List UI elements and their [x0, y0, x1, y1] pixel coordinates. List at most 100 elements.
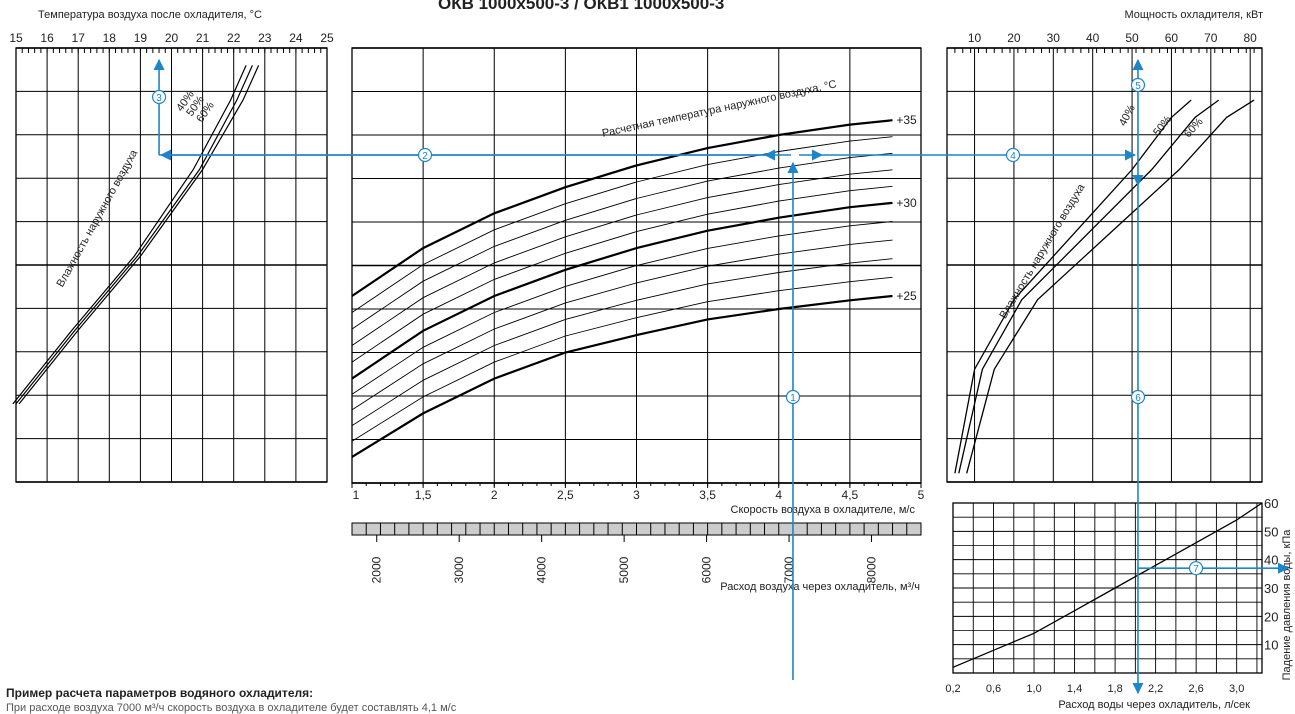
temperature-tick-label: 21	[196, 31, 210, 45]
example-text: При расходе воздуха 7000 м³/ч скорость в…	[6, 702, 457, 714]
temperature-tick-label: 15	[9, 31, 23, 45]
pressure-tick-label: 10	[1264, 638, 1278, 653]
water-flow-tick-label: 2,2	[1148, 683, 1163, 695]
airflow-tick-label: 7000	[782, 556, 796, 583]
curve-label-+25: +25	[896, 289, 917, 303]
temperature-tick-label: 22	[227, 31, 241, 45]
temperature-curve	[351, 239, 893, 411]
temperature-curve	[351, 258, 893, 426]
curve-label-+35: +35	[896, 113, 917, 127]
power-humidity-curve-40%	[954, 99, 1192, 474]
step-marker-label: 1	[790, 393, 796, 404]
velocity-tick-label: 3,5	[699, 488, 716, 502]
velocity-tick-label: 3	[633, 488, 640, 502]
temperature-curve-+25	[351, 294, 893, 458]
water-flow-tick-label: 3,0	[1229, 683, 1244, 695]
temperature-curve-+30	[351, 201, 893, 380]
step-marker-label: 6	[1135, 393, 1141, 404]
step-marker-5	[1130, 77, 1146, 93]
temperature-tick-label: 18	[103, 31, 117, 45]
pressure-frame	[952, 502, 1263, 674]
water-flow-tick-label: 1,4	[1067, 683, 1082, 695]
power-tick-label: 30	[1047, 31, 1061, 45]
temperature-curve	[351, 169, 893, 346]
humidity-curve-60%	[12, 65, 247, 405]
airflow-axis-label: Расход воздуха через охладитель, м³/ч	[720, 581, 920, 593]
power-humidity-label-60: 60%	[1182, 116, 1206, 141]
velocity-tick-label: 1	[353, 488, 360, 502]
temperature-tick-label: 19	[134, 31, 148, 45]
step-marker-label: 7	[1193, 564, 1199, 575]
airflow-tick-label: 2000	[370, 556, 384, 583]
water-flow-tick-label: 1,8	[1107, 683, 1122, 695]
velocity-axis-label: Скорость воздуха в охладителе, м/с	[731, 504, 916, 516]
temperature-tick-label: 20	[165, 31, 179, 45]
temperature-frame	[15, 47, 328, 483]
pressure-tick-label: 30	[1264, 581, 1278, 596]
temperature-tick-label: 17	[72, 31, 86, 45]
power-humidity-label-40: 40%	[1117, 103, 1138, 128]
temperature-tick-label: 25	[320, 31, 334, 45]
step-marker-label: 5	[1135, 81, 1141, 92]
humidity-curve-40%	[18, 65, 260, 405]
pressure-curve	[952, 502, 1263, 668]
step-marker-7	[1188, 561, 1204, 576]
temperature-tick-label: 23	[258, 31, 272, 45]
power-tick-label: 40	[1086, 31, 1100, 45]
velocity-tick-label: 2,5	[557, 488, 574, 502]
power-tick-label: 20	[1007, 31, 1021, 45]
temperature-curve	[351, 136, 893, 313]
airflow-tick-label: 8000	[865, 556, 879, 583]
power-axis-label: Мощность охладителя, кВт	[1124, 9, 1263, 21]
power-tick-label: 70	[1204, 31, 1218, 45]
step-marker-2	[417, 147, 433, 163]
power-tick-label: 50	[1125, 31, 1139, 45]
curve-label-+30: +30	[896, 196, 917, 210]
step-marker-6	[1130, 389, 1146, 405]
airflow-tick-label: 6000	[700, 556, 714, 583]
temperature-axis-label: Температура воздуха после охладителя, °С	[38, 9, 262, 21]
airflow-tick-label: 5000	[617, 556, 631, 583]
temperature-tick-label: 16	[40, 31, 54, 45]
power-tick-label: 60	[1165, 31, 1179, 45]
water-flow-tick-label: 1,0	[1026, 683, 1041, 695]
chart-title: ОКВ 1000x500-3 / ОКВ1 1000x500-3	[438, 0, 725, 13]
humidity-curve-50%	[15, 65, 253, 405]
temperature-curve-+35	[351, 119, 893, 297]
power-humidity-curve-50%	[958, 99, 1220, 474]
velocity-tick-label: 4	[775, 488, 782, 502]
temperature-curve	[351, 221, 893, 395]
power-frame	[946, 47, 1263, 483]
step-marker-label: 4	[1010, 151, 1016, 162]
temperature-curve	[351, 152, 893, 330]
pressure-tick-label: 40	[1264, 553, 1278, 568]
velocity-tick-label: 5	[918, 488, 925, 502]
step-marker-4	[1005, 147, 1021, 163]
temperature-curve	[351, 276, 893, 442]
water-flow-tick-label: 0,2	[945, 683, 960, 695]
airflow-tick-label: 3000	[452, 556, 466, 583]
example-heading: Пример расчета параметров водяного охлад…	[6, 686, 314, 700]
airflow-tick-label: 4000	[535, 556, 549, 583]
temperature-curve	[351, 295, 893, 458]
water-flow-axis-label: Расход воды через охладитель, л/сек	[1058, 699, 1250, 711]
step-marker-3	[151, 89, 167, 105]
pressure-axis-label: Падение давления воды, кПа	[1281, 529, 1293, 681]
step-marker-label: 3	[156, 93, 162, 104]
temperature-curve	[351, 185, 893, 363]
pressure-tick-label: 50	[1264, 524, 1278, 539]
water-flow-tick-label: 2,6	[1188, 683, 1203, 695]
pressure-tick-label: 60	[1264, 496, 1278, 511]
water-flow-tick-label: 0,6	[986, 683, 1001, 695]
velocity-tick-label: 4,5	[842, 488, 859, 502]
power-tick-label: 80	[1244, 31, 1258, 45]
power-tick-label: 10	[968, 31, 982, 45]
velocity-tick-label: 1,5	[415, 488, 432, 502]
power-humidity-axis-title: Влажность наружного воздуха	[997, 181, 1088, 321]
pressure-tick-label: 20	[1264, 609, 1278, 624]
temperature-tick-label: 24	[289, 31, 303, 45]
step-marker-label: 2	[422, 151, 428, 162]
velocity-tick-label: 2	[491, 488, 498, 502]
power-humidity-curve-60%	[966, 99, 1255, 474]
